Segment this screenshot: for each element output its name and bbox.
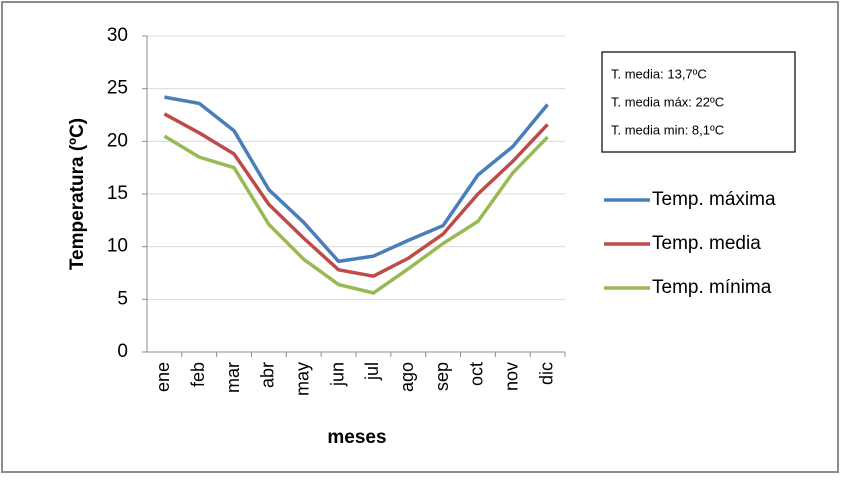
annotation: T. media min: 8,1ºC (611, 122, 724, 137)
legend-label: Temp. máxima (652, 189, 776, 210)
annotation-box (601, 51, 796, 153)
x-tick-label: mar (223, 362, 243, 393)
x-axis-title: meses (327, 427, 386, 448)
x-tick-label: dic (536, 362, 556, 385)
x-tick-label: ene (153, 362, 173, 392)
legend-label: Temp. mínima (652, 277, 772, 298)
y-tick-label: 0 (117, 341, 128, 362)
x-tick-label: jul (362, 362, 382, 381)
x-tick-label: jun (327, 362, 347, 387)
x-tick-label: sep (432, 362, 452, 391)
y-tick-label: 30 (107, 25, 128, 46)
x-tick-label: nov (502, 362, 522, 391)
x-tick-label: feb (188, 362, 208, 387)
y-tick-label: 20 (107, 130, 128, 151)
legend-label: Temp. media (652, 233, 761, 254)
series-line (163, 134, 549, 295)
y-tick-label: 25 (107, 78, 128, 99)
x-tick-label: abr (258, 362, 278, 388)
annotation: T. media: 13,7ºC (611, 66, 707, 81)
x-tick-label: oct (467, 362, 487, 386)
y-tick-label: 10 (107, 236, 128, 257)
y-axis-title: Temperatura (ºC) (67, 118, 88, 270)
series-line (164, 95, 549, 264)
x-tick-label: ago (397, 362, 417, 392)
annotation: T. media máx: 22ºC (611, 94, 724, 109)
x-tick-label: may (293, 362, 313, 396)
series-line (163, 112, 549, 278)
y-tick-label: 5 (117, 288, 128, 309)
y-tick-label: 15 (107, 183, 128, 204)
